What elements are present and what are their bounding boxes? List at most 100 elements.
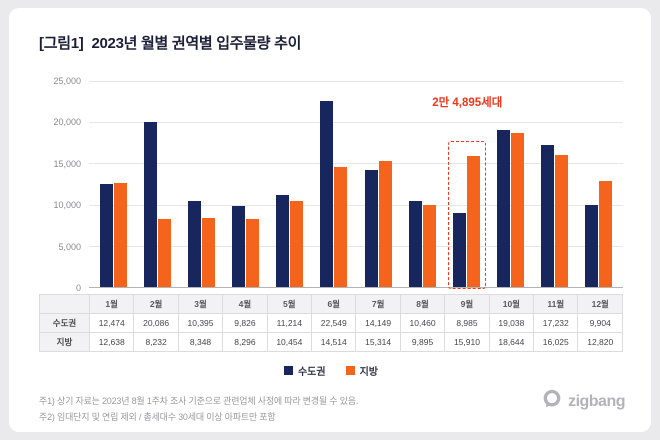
bar-12월-수도권: [585, 205, 599, 287]
table-row-수도권: 수도권 12,474 20,086 10,395 9,826 11,214 22,549 14…: [39, 313, 623, 333]
legend-swatch-지방: [345, 366, 355, 375]
chart-card: [그림1] 2023년 월별 권역별 입주물량 추이 25,000 20,000 1…: [9, 8, 651, 432]
month-header-2월: 2월: [133, 294, 179, 314]
bar-7월-수도권: [364, 170, 378, 287]
value-지방-6월: 14,514: [311, 332, 357, 352]
value-지방-7월: 15,314: [355, 332, 401, 352]
table-corner-cell: [39, 294, 90, 314]
gridline: [89, 81, 623, 82]
value-지방-1월: 12,638: [88, 332, 135, 352]
table-row-지방: 지방 12,638 8,232 8,348 8,296 10,454 14,514 15,31…: [39, 332, 623, 352]
bar-group-5월: [268, 81, 312, 287]
zigbang-logo: zigbang: [542, 389, 625, 414]
value-지방-9월: 15,910: [444, 332, 490, 352]
y-tick-label: 15,000: [53, 158, 81, 169]
value-수도권-8월: 10,460: [399, 313, 446, 333]
bar-group-11월: [533, 81, 577, 287]
bar-11월-지방: [555, 154, 569, 287]
month-header-10월: 10월: [488, 294, 535, 314]
table-month-row: 1월 2월 3월 4월 5월 6월 7월 8월 9월 10월 11월 12월: [39, 294, 623, 314]
bar-group-12월: [577, 81, 621, 287]
y-tick-label: 25,000: [53, 76, 81, 86]
bar-group-9월: [444, 81, 488, 287]
bar-group-10월: [489, 81, 533, 287]
bar-group-3월: [179, 81, 223, 287]
bar-6월-수도권: [320, 101, 334, 287]
y-tick-label: 5,000: [58, 241, 81, 252]
value-수도권-1월: 12,474: [88, 313, 135, 333]
month-header-1월: 1월: [88, 294, 135, 314]
bar-9월-수도권: [452, 212, 466, 287]
bar-7월-지방: [378, 160, 392, 287]
value-수도권-12월: 9,904: [577, 313, 623, 333]
legend-item-지방: 지방: [345, 363, 378, 378]
bar-4월-수도권: [232, 206, 246, 287]
gridline: [89, 163, 623, 165]
value-지방-2월: 8,232: [133, 332, 179, 352]
bar-group-1월: [91, 81, 135, 287]
bar-1월-지방: [113, 182, 127, 287]
bar-group-4월: [224, 81, 268, 287]
bar-6월-지방: [334, 167, 348, 287]
gridline: [89, 204, 623, 206]
chart-title: 2023년 월별 권역별 입주물량 추이: [91, 35, 302, 52]
zigbang-logo-icon: [542, 389, 562, 414]
bar-12월-지방: [599, 181, 613, 287]
value-수도권-3월: 10,395: [177, 313, 224, 333]
value-지방-10월: 18,644: [488, 332, 535, 352]
row-label-지방: 지방: [39, 332, 90, 352]
month-header-4월: 4월: [222, 294, 268, 314]
bar-group-8월: [400, 81, 444, 287]
bar-11월-수도권: [541, 145, 555, 287]
month-header-7월: 7월: [355, 294, 401, 314]
footnotes: 주1) 상기 자료는 2023년 8월 1주차 조사 기준으로 관련업체 사정에…: [39, 393, 623, 425]
annotation-label: 2만 4,895세대: [432, 97, 503, 110]
month-header-8월: 8월: [399, 294, 446, 314]
value-지방-3월: 8,348: [177, 332, 224, 352]
value-수도권-6월: 22,549: [311, 313, 357, 333]
row-label-수도권: 수도권: [39, 313, 90, 333]
bar-2월-수도권: [143, 121, 157, 287]
bar-9월-지방: [466, 155, 480, 287]
bar-4월-지방: [246, 218, 260, 287]
value-수도권-11월: 17,232: [533, 313, 579, 333]
bar-group-7월: [356, 81, 400, 287]
bar-groups: [89, 81, 623, 287]
y-tick-label: 20,000: [53, 117, 81, 128]
plot-area: 2만 4,895세대: [89, 81, 623, 289]
legend-item-수도권: 수도권: [283, 363, 326, 378]
bar-8월-수도권: [408, 200, 422, 287]
chart-area: 25,000 20,000 15,000 10,000 5,000 0 2만 4,895세…: [39, 76, 623, 293]
month-header-9월: 9월: [444, 294, 490, 314]
month-header-3월: 3월: [177, 294, 224, 314]
bar-8월-지방: [422, 205, 436, 287]
value-지방-4월: 8,296: [222, 332, 268, 352]
footnote-2: 주2) 임대단지 및 연립 제외 / 총세대수 30세대 이상 아파트만 포함: [39, 412, 276, 423]
y-axis: 25,000 20,000 15,000 10,000 5,000 0: [39, 76, 89, 293]
value-수도권-10월: 19,038: [488, 313, 535, 333]
page-title: [그림1] 2023년 월별 권역별 입주물량 추이: [39, 32, 623, 53]
data-table: 1월 2월 3월 4월 5월 6월 7월 8월 9월 10월 11월 12월 수도권 12,474 20,0…: [39, 294, 623, 352]
gridline: [89, 245, 623, 247]
bar-3월-수도권: [187, 201, 201, 287]
value-수도권-4월: 9,826: [222, 313, 268, 333]
y-tick-label: 0: [75, 283, 81, 293]
gridline: [89, 122, 623, 124]
bar-5월-지방: [290, 200, 304, 287]
month-header-12월: 12월: [577, 294, 623, 314]
month-header-5월: 5월: [266, 294, 313, 314]
value-수도권-7월: 14,149: [355, 313, 401, 333]
value-수도권-9월: 8,985: [444, 313, 490, 333]
value-수도권-5월: 11,214: [266, 313, 313, 333]
legend-label-지방: 지방: [359, 367, 378, 378]
bar-3월-지방: [201, 218, 215, 287]
bar-5월-수도권: [276, 194, 290, 287]
month-header-6월: 6월: [311, 294, 357, 314]
bar-group-2월: [135, 81, 179, 287]
zigbang-logo-text: zigbang: [568, 392, 625, 410]
value-지방-12월: 12,820: [577, 332, 623, 352]
highlight-box: [447, 140, 487, 289]
value-지방-5월: 10,454: [266, 332, 313, 352]
bar-2월-지방: [157, 219, 171, 287]
legend: 수도권 지방: [39, 363, 623, 378]
